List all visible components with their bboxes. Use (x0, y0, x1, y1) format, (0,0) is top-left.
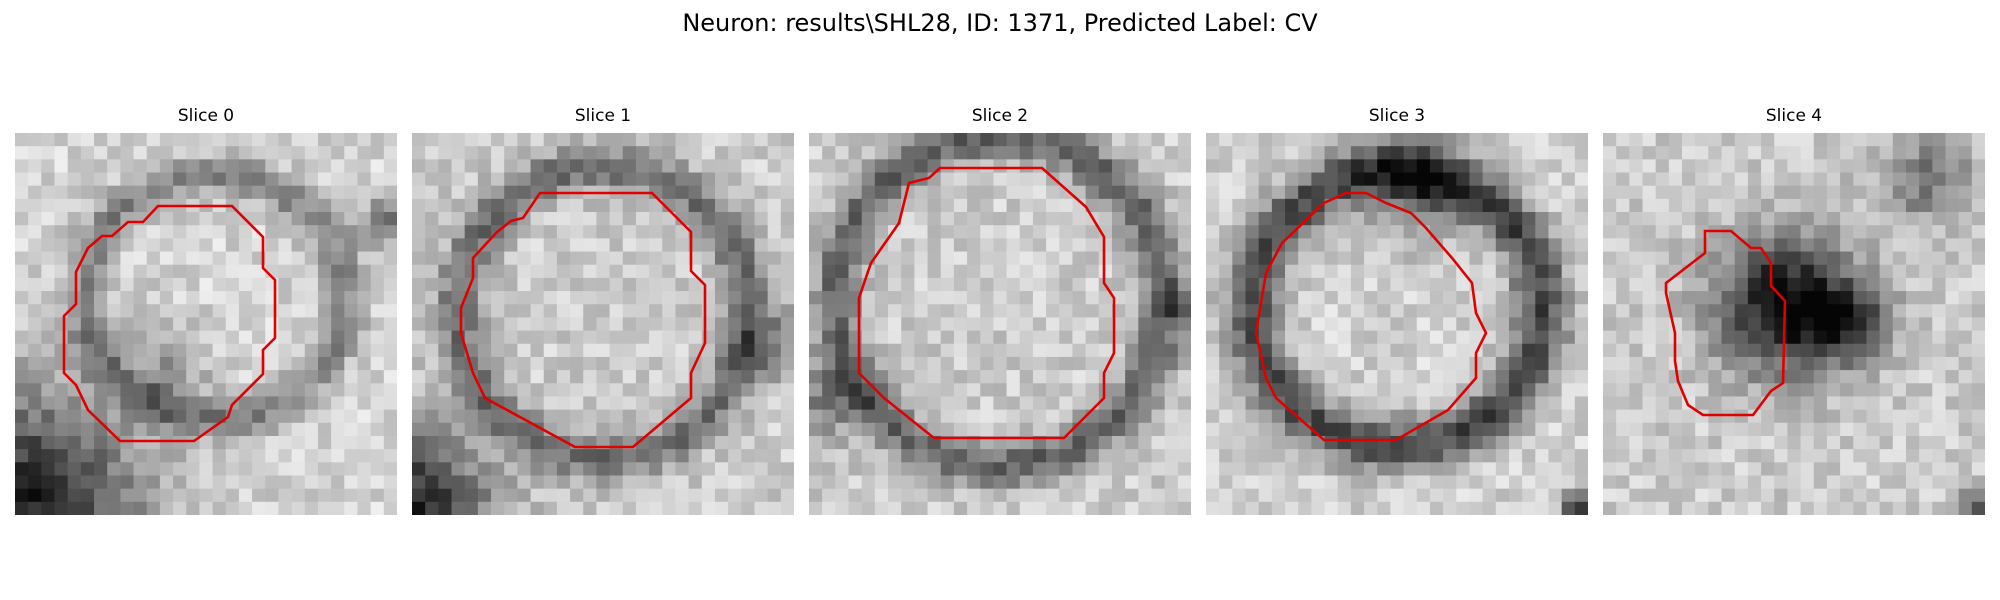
slice-panel-4: Slice 4 (1603, 105, 1985, 515)
slice-image-1 (412, 133, 794, 515)
slice-image-2 (809, 133, 1191, 515)
slice-panel-2: Slice 2 (809, 105, 1191, 515)
slice-title-0: Slice 0 (15, 105, 397, 127)
slice-panel-0: Slice 0 (15, 105, 397, 515)
slice-title-1: Slice 1 (412, 105, 794, 127)
slice-title-2: Slice 2 (809, 105, 1191, 127)
figure-title: Neuron: results\SHL28, ID: 1371, Predict… (0, 6, 2000, 40)
slice-title-4: Slice 4 (1603, 105, 1985, 127)
slice-panel-1: Slice 1 (412, 105, 794, 515)
slice-title-3: Slice 3 (1206, 105, 1588, 127)
slice-panel-3: Slice 3 (1206, 105, 1588, 515)
slice-image-4 (1603, 133, 1985, 515)
slice-image-0 (15, 133, 397, 515)
slice-image-3 (1206, 133, 1588, 515)
